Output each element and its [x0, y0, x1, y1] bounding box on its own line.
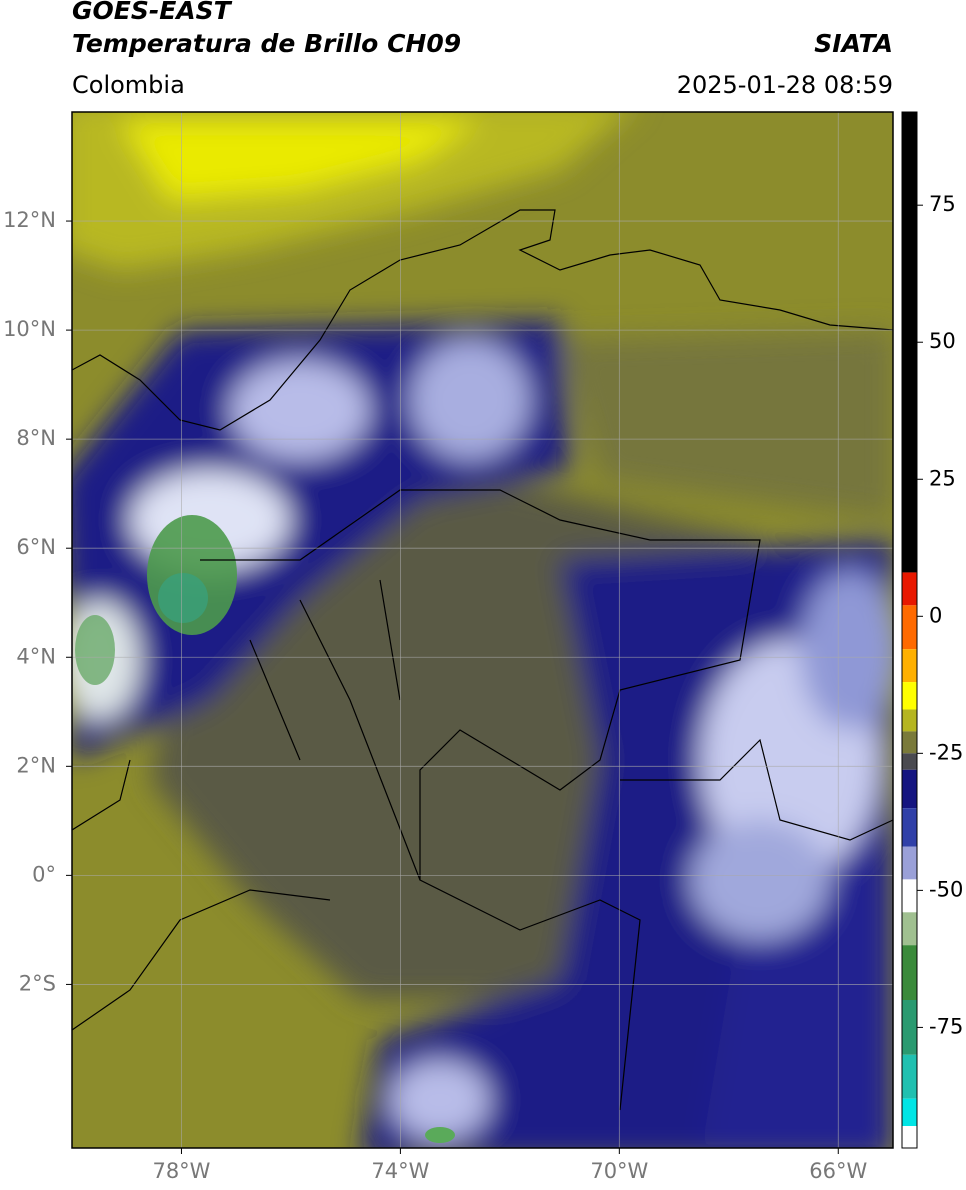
colorbar-tick-label: 50: [929, 329, 956, 353]
y-tick-label: 4°N: [16, 644, 56, 668]
y-tick-label: 2°N: [16, 753, 56, 777]
colorbar-tick-label: 0: [929, 603, 942, 627]
y-tick-label: 2°S: [19, 971, 56, 995]
colorbar-segment: [902, 731, 917, 754]
colorbar-segment: [902, 1000, 917, 1055]
colorbar-segment: [902, 945, 917, 1000]
y-tick-label: 10°N: [3, 317, 56, 341]
colorbar-tick-label: -25: [929, 740, 963, 764]
x-tick-label: 66°W: [809, 1159, 867, 1183]
x-tick-label: 70°W: [590, 1159, 648, 1183]
colorbar-segment: [902, 753, 917, 770]
colorbar-frame: [901, 111, 918, 1149]
grid: [72, 112, 893, 1148]
colorbar: [902, 112, 917, 1148]
colorbar-segment: [902, 682, 917, 710]
y-tick-label: 6°N: [16, 535, 56, 559]
colorbar-tick-label: -75: [929, 1014, 963, 1038]
x-tick-label: 74°W: [371, 1159, 429, 1183]
colorbar-segment: [902, 605, 917, 650]
y-tick-label: 8°N: [16, 426, 56, 450]
title: GOES-EAST: [72, 0, 233, 25]
region: Colombia: [72, 71, 185, 99]
colorbar-segment: [902, 846, 917, 880]
map-frame: [71, 111, 894, 1149]
y-tick-label: 0°: [32, 862, 56, 886]
subtitle: Temperatura de Brillo CH09: [72, 29, 461, 58]
colorbar-segment: [902, 912, 917, 946]
colorbar-segment: [902, 112, 917, 573]
colorbar-segment: [902, 879, 917, 913]
map-imagery: [72, 112, 893, 1148]
colorbar-segment: [902, 1126, 917, 1148]
y-tick-label: 12°N: [3, 208, 56, 232]
x-tick-label: 78°W: [152, 1159, 210, 1183]
colorbar-segment: [902, 572, 917, 606]
colorbar-tick-label: 75: [929, 192, 956, 216]
colorbar-segment: [902, 1054, 917, 1099]
source: SIATA: [814, 29, 893, 58]
colorbar-segment: [902, 808, 917, 847]
colorbar-segment: [902, 649, 917, 683]
colorbar-tick-label: 25: [929, 466, 956, 490]
colorbar-segment: [902, 709, 917, 732]
datetime: 2025-01-28 08:59: [677, 71, 893, 99]
colorbar-tick-label: -50: [929, 877, 963, 901]
colorbar-segment: [902, 1098, 917, 1127]
colorbar-segment: [902, 769, 917, 809]
